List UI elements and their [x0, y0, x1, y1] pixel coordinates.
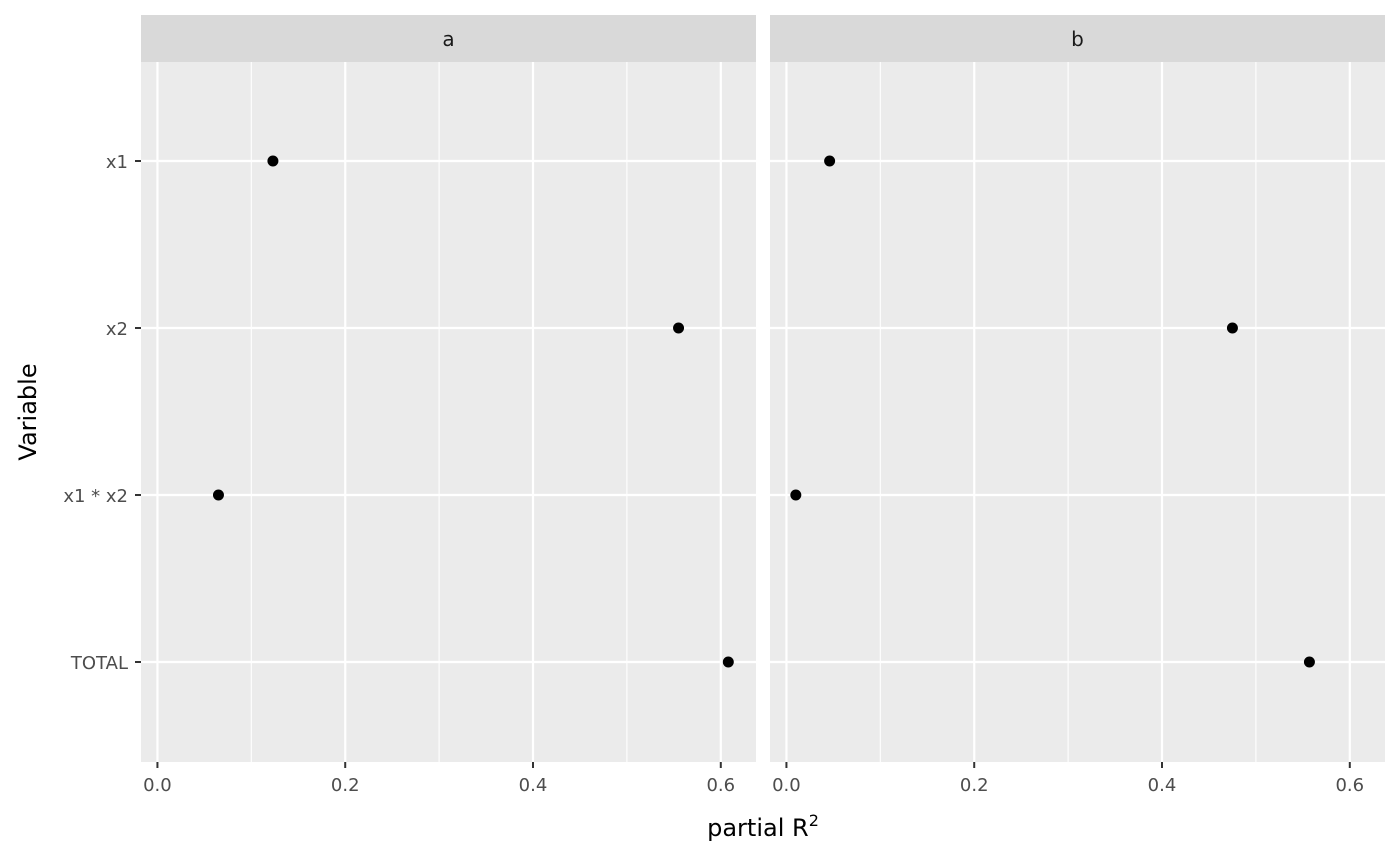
data-point [673, 322, 685, 334]
data-point [824, 155, 836, 167]
data-point [722, 656, 734, 668]
data-point [1226, 322, 1238, 334]
data-point [267, 155, 279, 167]
y-tick-label: x2 [106, 319, 128, 340]
data-point [1303, 656, 1315, 668]
x-axis-title-main: partial R [707, 814, 809, 842]
facet-panel-b: b 0.0 0.2 0.4 0.6 [770, 15, 1385, 796]
x-tick-label: 0.2 [960, 775, 989, 796]
x-tick-label: 0.4 [1148, 775, 1177, 796]
x-tick-label: 0.6 [1335, 775, 1364, 796]
panel-background [141, 62, 756, 762]
y-axis: x1 x2 x1 * x2 TOTAL [63, 152, 141, 674]
x-axis-title-superscript: 2 [809, 811, 819, 830]
facet-strip [770, 15, 1385, 62]
x-tick-label: 0.2 [331, 775, 360, 796]
facet-panel-a: a 0.0 0.2 0.4 0.6 [141, 15, 756, 796]
x-tick-label: 0.4 [519, 775, 548, 796]
x-tick-label: 0.0 [772, 775, 801, 796]
facet-strip-label: a [442, 27, 454, 51]
y-axis-title: Variable [14, 363, 42, 460]
y-tick-label: x1 [106, 152, 128, 173]
x-tick-label: 0.0 [143, 775, 172, 796]
x-tick-label: 0.6 [706, 775, 735, 796]
data-point [212, 489, 224, 501]
facet-strip [141, 15, 756, 62]
y-tick-label: x1 * x2 [63, 486, 128, 507]
panel-background [770, 62, 1385, 762]
facet-strip-label: b [1071, 27, 1084, 51]
y-tick-label: TOTAL [70, 653, 128, 674]
x-axis-title: partial R2 [707, 811, 819, 842]
data-point [790, 489, 802, 501]
